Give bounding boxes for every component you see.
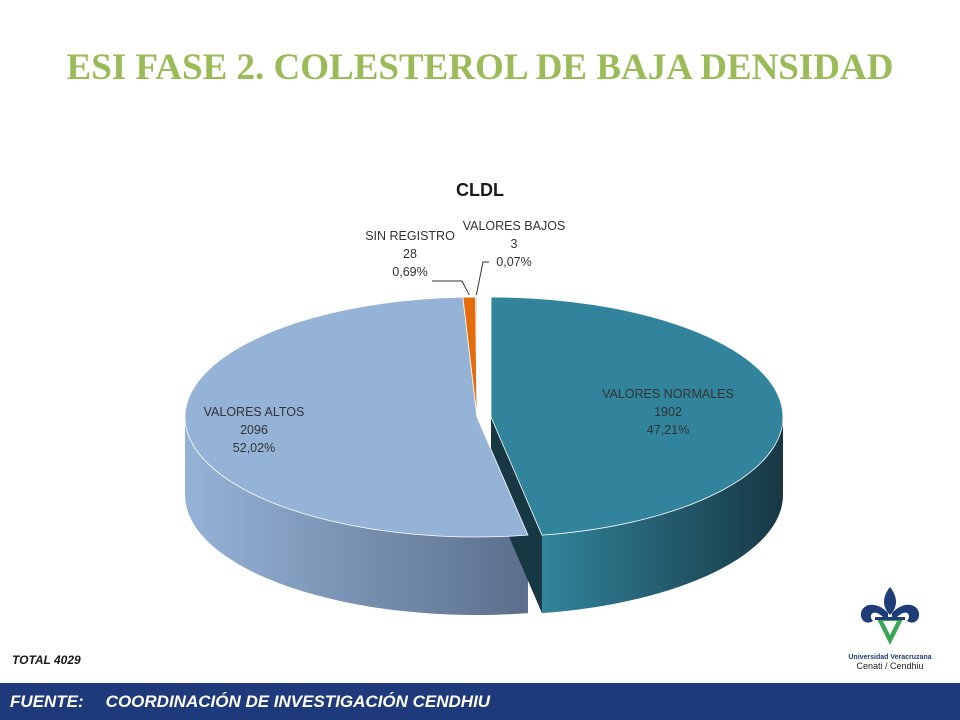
leader-line-sin-registro [432,280,470,296]
slice-label-percent: 52,02% [232,441,276,455]
slice-side-wall [185,417,528,615]
slice-valores-altos [184,296,529,538]
footer-bar: FUENTE: COORDINACIÓN DE INVESTIGACIÓN CEN… [0,683,960,720]
slice-label-value: 3 [510,237,518,251]
slice-label-name: VALORES ALTOS [203,405,305,419]
university-logo: Universidad Veracruzana Cenati / Cendhiu [838,585,942,680]
slice-side-valores-normales [541,417,783,614]
fleur-de-lis-icon [860,587,920,645]
slice-side-valores-altos [185,417,528,615]
footer-label: FUENTE: [10,692,84,711]
leader-line-valores-bajos [475,261,489,296]
slice-valores-normales [490,296,784,536]
footer-source: COORDINACIÓN DE INVESTIGACIÓN CENDHIU [105,692,491,711]
total-count: TOTAL 4029 [12,653,81,667]
logo-university-name: Universidad Veracruzana [848,654,932,661]
data-label-valores-normales: VALORES NORMALES 1902 47,21% [588,385,748,439]
data-label-valores-altos: VALORES ALTOS 2096 52,02% [190,403,318,457]
slice-label-percent: 47,21% [646,423,690,437]
slice-valores-bajos [475,296,478,418]
slice-side-wall [541,417,783,614]
slice-label-percent: 0,69% [392,265,428,279]
logo-unit-name: Cenati / Cendhiu [856,661,924,671]
slice-label-name: SIN REGISTRO [365,229,455,243]
chart-title: CLDL [456,180,504,200]
slice-label-value: 28 [403,247,417,261]
data-label-valores-bajos: VALORES BAJOS 3 0,07% [458,217,570,271]
slice-label-value: 1902 [654,405,682,419]
slice-label-percent: 0,07% [496,255,532,269]
slide-title: ESI FASE 2. COLESTEROL DE BAJA DENSIDAD [66,47,894,88]
slice-label-name: VALORES BAJOS [462,219,566,233]
data-label-sin-registro: SIN REGISTRO 28 0,69% [358,227,462,281]
slice-label-value: 2096 [240,423,268,437]
slice-label-name: VALORES NORMALES [602,387,734,401]
